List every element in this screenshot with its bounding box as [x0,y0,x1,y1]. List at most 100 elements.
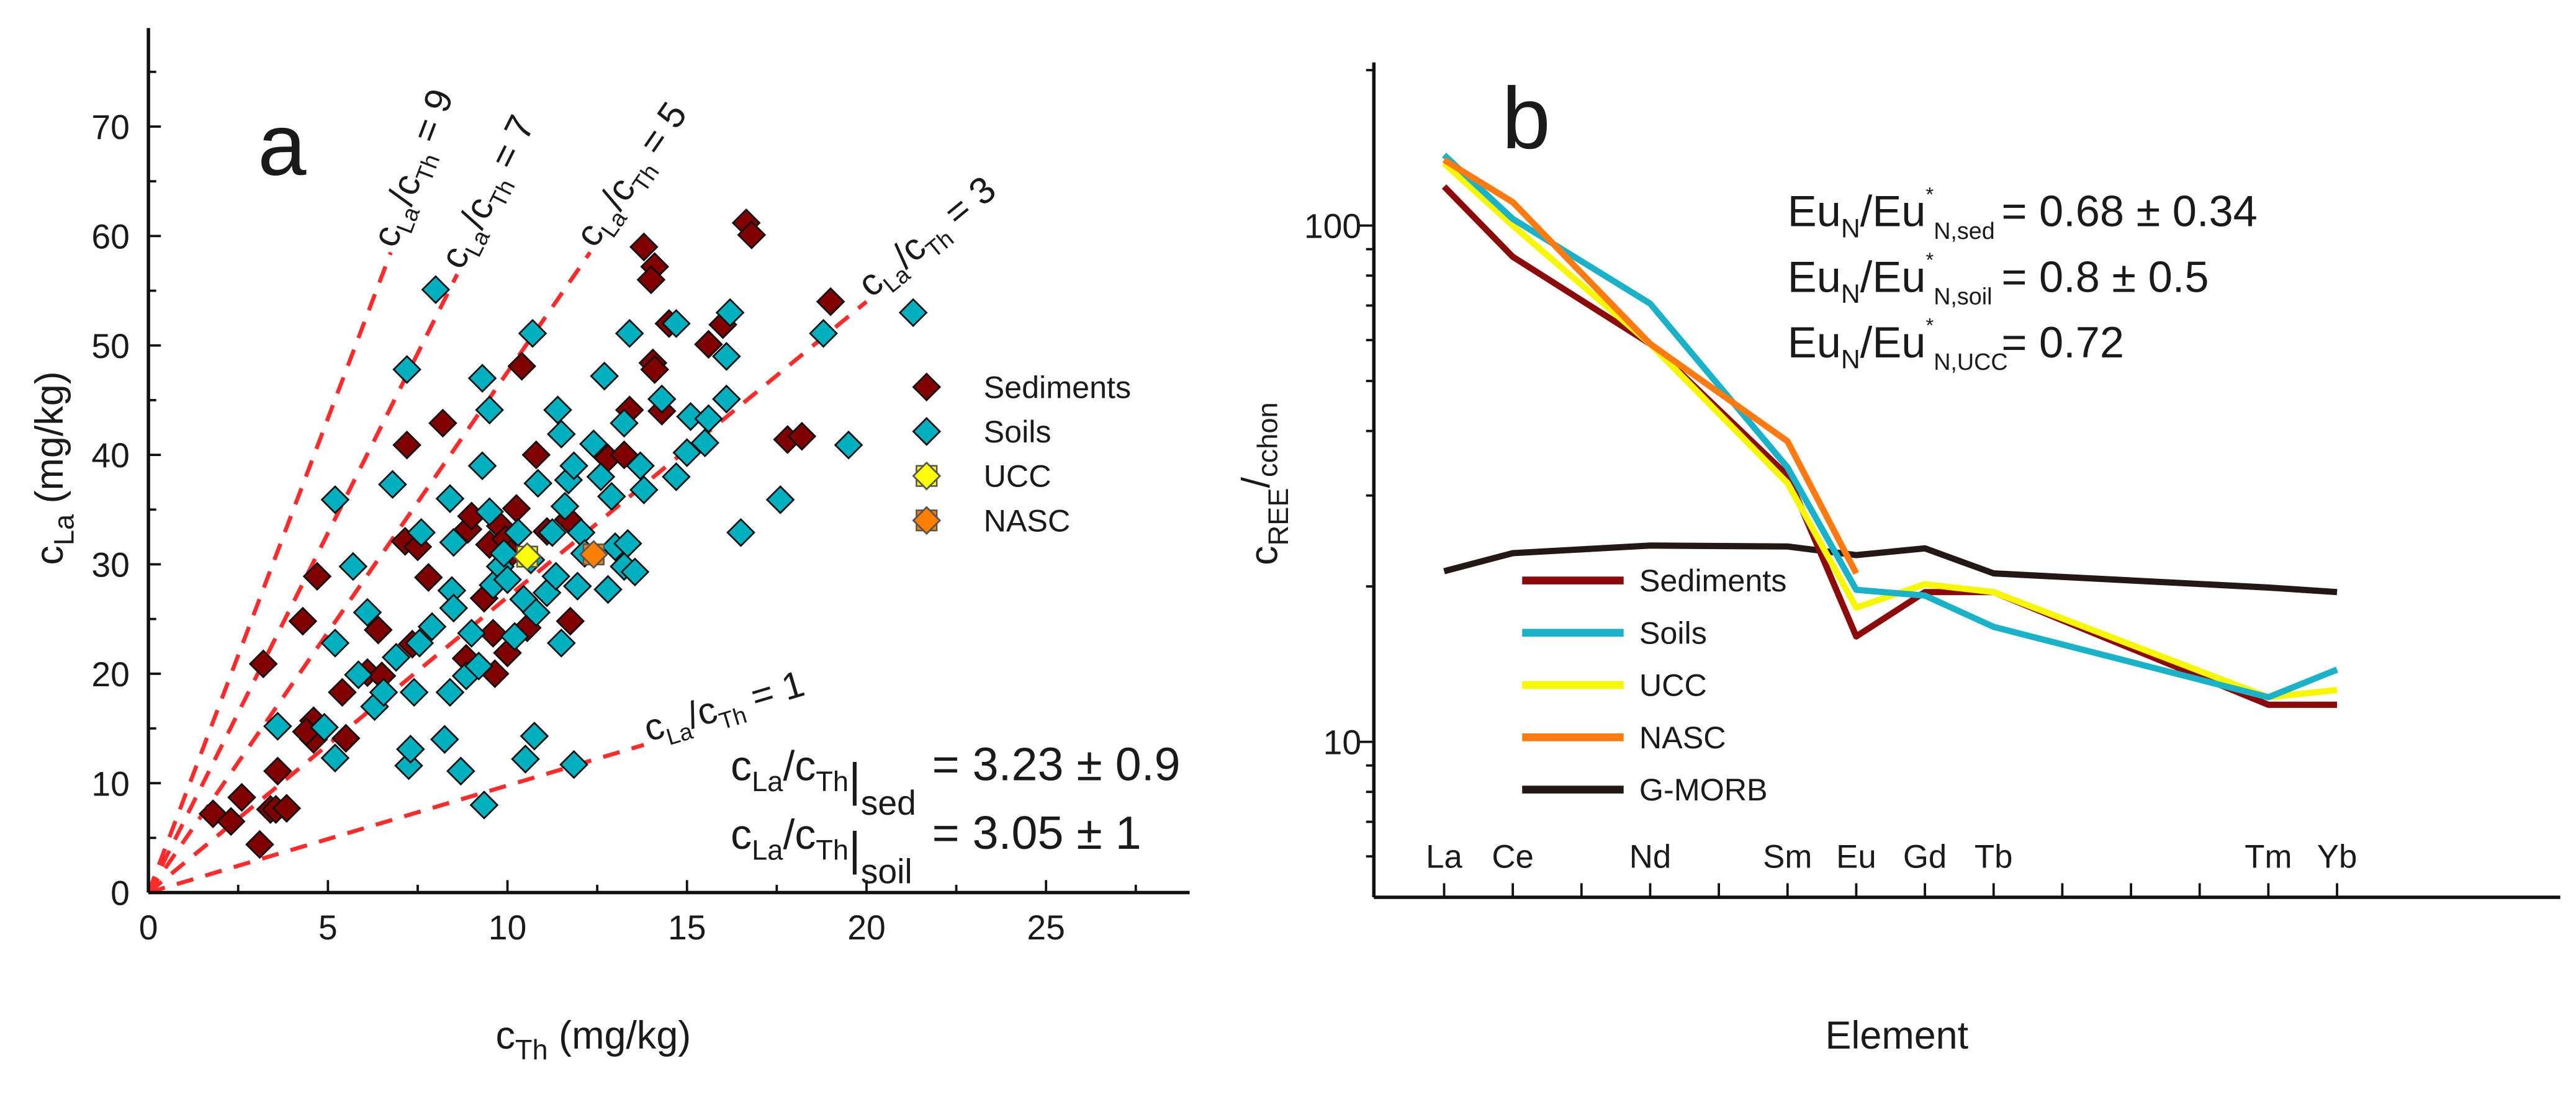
soils-point [676,402,705,431]
soils-point [898,298,928,328]
text-part: /Eu [1860,252,1926,301]
soils-point [457,619,487,648]
soils-point [421,275,451,305]
soils-point [394,751,423,781]
x-tick-label: 20 [847,908,886,947]
eu-annotation-value: = 0.72 [2001,318,2124,367]
soils-point [662,309,691,338]
text-part: = 1 [736,662,809,720]
reference-line-ratio-9 [146,251,393,893]
soils-point [381,643,411,672]
soils-point [590,361,619,391]
soils-point [467,451,497,481]
soils-point [726,517,755,547]
soils-point [672,438,702,467]
legend-label-nasc: NASC [984,503,1071,538]
soils-point [392,355,421,384]
y-tick-label-b: 100 [1304,207,1361,246]
legend-marker-ucc [912,461,942,491]
legend-label-ucc: UCC [1639,668,1707,703]
sediments-point [302,562,332,591]
sediments-point [629,232,659,262]
legend-label-soils: Soils [984,414,1052,449]
x-tick-label-b: Gd [1903,838,1947,875]
sediments-point [392,430,421,460]
panel-b-label: b [1502,69,1551,167]
x-axis-label-b: Element [1826,1014,1969,1057]
legend-label-g-morb: G-MORB [1639,772,1768,807]
sediments-point [556,606,585,636]
text-part: /c [783,743,816,789]
series-line-ucc [1442,161,2338,701]
y-axis-label: cLa (mg/kg) [28,371,80,565]
soils-point [523,468,553,498]
panel-a-axes: 0 5 10 15 20 25 0 10 20 30 40 50 60 70 [91,28,1190,947]
text-part: c [731,812,752,858]
sediments-point [363,615,393,645]
soils-point [712,342,741,371]
panel-a-legend: Sediments Soils UCC NASC [912,369,1132,538]
soils-point [475,497,504,527]
x-tick-label-b: Tm [2245,838,2292,875]
y-axis-label-b: cREE/cchon [1235,402,1294,565]
reference-line-label: cLa/cTh = 1 [639,662,811,756]
text-part: N,soil [1934,283,1992,309]
eu-annotation-label: EuN/Eu*N,UCC [1788,314,2008,375]
soils-point [541,562,570,591]
soils-point [579,429,608,459]
soils-point [399,678,429,707]
soils-point [439,527,469,557]
soils-point [520,722,549,751]
legend-marker-sediments [912,372,942,402]
soils-point [543,395,572,425]
reference-line-ratio-3 [147,300,868,895]
y-tick-label: 60 [91,217,130,256]
soils-point [320,629,350,658]
soils-point [690,428,720,458]
soils-point [338,552,368,581]
soils-point [562,571,592,601]
text-part: | [849,822,861,874]
soils-point [809,318,838,348]
panel-b-legend: Sediments Soils UCC NASC G-MORB [1522,563,1786,807]
text-part: soil [861,852,912,890]
soils-point [353,598,382,627]
ree-lines [1441,153,2338,708]
text-part: /Eu [1860,187,1926,236]
text-part: Eu [1788,252,1841,301]
soils-point [320,743,350,772]
soils-point [435,678,465,707]
reference-line-label: cLa/cTh = 9 [364,83,467,254]
x-tick-label-b: La [1426,838,1462,875]
legend-label-sediments: Sediments [984,369,1132,405]
soils-point [834,430,863,460]
y-tick-label: 10 [91,764,130,803]
y-tick-label: 20 [91,655,130,694]
soils-point [489,539,519,568]
text-part: = 5 [624,94,695,171]
nasc-point [579,540,608,569]
y-tick-label: 40 [91,436,130,475]
soils-point [518,318,547,348]
soils-point [439,593,469,623]
ratio-annotation-value: = 3.23 ± 0.9 [932,738,1181,790]
x-tick-label-b: Tb [1975,838,2013,875]
text-part: sed [861,784,916,822]
series-line-nasc [1442,157,1859,575]
reference-line-label: cLa/cTh = 3 [850,168,1008,310]
soils-point [662,462,691,491]
eu-annotation-value: = 0.8 ± 0.5 [2001,252,2209,301]
sediments-point [694,329,723,359]
sediments-point [216,807,246,836]
soils-point [344,660,373,689]
y-tick-label: 30 [91,546,130,584]
text-part: c [731,743,752,789]
soils-point [310,712,339,742]
soils-point [467,364,497,393]
soils-point [550,491,580,521]
soils-point [369,678,399,707]
y-tick-label: 0 [110,874,130,913]
text-part: N,UCC [1934,349,2007,375]
